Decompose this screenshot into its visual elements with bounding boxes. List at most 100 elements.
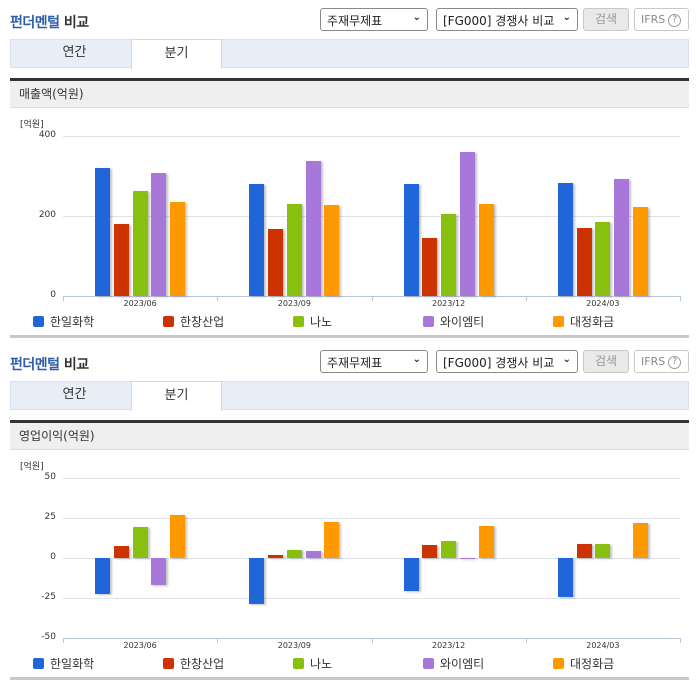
bar-2-4	[478, 525, 494, 558]
legend-item[interactable]: 와이엠티	[423, 313, 484, 330]
group-select[interactable]: [FG000] 경쟁사 비교 ⌄	[436, 8, 578, 31]
statement-select[interactable]: 주재무제표 ⌄	[320, 350, 428, 373]
chevron-down-icon: ⌄	[412, 12, 421, 23]
tab-annual[interactable]: 연간	[62, 45, 87, 60]
statement-select[interactable]: 주재무제표 ⌄	[320, 8, 428, 31]
bar-3-4	[632, 206, 648, 296]
revenue-bar-chart: [억원] 0 200 400 2023/06 2023/09 2023/12 2024/03	[0, 110, 696, 310]
y-tick-label: 0	[50, 290, 56, 300]
legend-label: 한일화학	[50, 657, 95, 671]
tab-annual[interactable]: 연간	[62, 387, 87, 402]
tab-quarterly[interactable]: 분기	[131, 39, 222, 69]
period-tabbar: 연간 분기	[10, 381, 689, 411]
bar-1-2	[286, 549, 302, 558]
x-tick-label: 2024/03	[586, 641, 620, 650]
legend-item[interactable]: 한일화학	[33, 313, 94, 330]
title-rest: 비교	[59, 357, 89, 373]
gridline	[63, 478, 680, 479]
chart-legend: 한일화학 한창산업 나노 와이엠티 대정화금	[0, 313, 696, 329]
help-icon: ?	[668, 355, 682, 369]
chart-header: 매출액(억원)	[10, 81, 689, 108]
period-tabbar: 연간 분기	[10, 39, 689, 69]
legend-item[interactable]: 나노	[293, 655, 332, 672]
gridline	[63, 216, 680, 217]
divider	[10, 335, 689, 338]
bar-0-1	[113, 224, 129, 296]
help-icon: ?	[668, 13, 682, 27]
bar-2-2	[441, 540, 457, 558]
y-tick-label: -25	[41, 592, 56, 602]
bar-3-1	[576, 227, 592, 296]
bar-0-3	[151, 558, 167, 585]
x-tick-mark	[525, 296, 527, 301]
legend-swatch-icon	[33, 316, 44, 327]
legend-swatch-icon	[423, 658, 434, 669]
legend-label: 한창산업	[180, 315, 225, 329]
legend-item[interactable]: 대정화금	[553, 655, 614, 672]
x-tick-mark	[63, 638, 64, 643]
x-tick-label: 2023/12	[432, 299, 466, 308]
legend-label: 와이엠티	[440, 657, 485, 671]
title-accent: 펀더멘털	[10, 357, 60, 373]
bar-0-2	[132, 190, 148, 296]
legend-item[interactable]: 한창산업	[163, 655, 224, 672]
bar-1-0	[249, 558, 265, 604]
y-axis-unit-label: [억원]	[20, 120, 44, 130]
gridline	[63, 598, 680, 599]
bar-0-1	[113, 545, 129, 558]
x-tick-mark	[371, 296, 373, 301]
bar-0-0	[95, 168, 111, 296]
ifrs-help-button[interactable]: IFRS?	[634, 350, 689, 373]
bar-1-3	[305, 551, 321, 558]
x-tick-mark	[217, 638, 219, 643]
bar-2-0	[403, 558, 419, 591]
y-tick-label: 400	[38, 130, 56, 140]
legend-label: 나노	[310, 315, 333, 329]
x-tick-label: 2023/09	[277, 299, 311, 308]
bar-3-0	[557, 182, 573, 296]
legend-label: 한창산업	[180, 657, 225, 671]
bar-2-1	[422, 545, 438, 558]
group-select[interactable]: [FG000] 경쟁사 비교 ⌄	[436, 350, 578, 373]
legend-item[interactable]: 나노	[293, 313, 332, 330]
y-tick-label: 25	[44, 512, 56, 522]
x-tick-mark	[525, 638, 527, 643]
ifrs-label: IFRS	[641, 355, 666, 368]
legend-label: 나노	[310, 657, 333, 671]
title-accent: 펀더멘털	[10, 15, 60, 31]
legend-swatch-icon	[163, 658, 174, 669]
y-tick-label: 50	[44, 472, 56, 482]
ifrs-help-button[interactable]: IFRS?	[634, 8, 689, 31]
legend-label: 한일화학	[50, 315, 95, 329]
tab-quarterly[interactable]: 분기	[131, 381, 222, 411]
bar-0-2	[132, 527, 148, 558]
bar-2-2	[441, 214, 457, 296]
gridline	[63, 518, 680, 519]
legend-item[interactable]: 와이엠티	[423, 655, 484, 672]
bar-2-0	[403, 183, 419, 296]
search-button[interactable]: 검색	[583, 8, 629, 31]
bar-2-3	[459, 558, 475, 560]
fundamental-compare-section-operating-profit: 펀더멘털 비교 주재무제표 ⌄ [FG000] 경쟁사 비교 ⌄ 검색 IFRS? …	[0, 342, 696, 684]
legend-swatch-icon	[293, 658, 304, 669]
legend-label: 대정화금	[570, 657, 615, 671]
bar-1-1	[268, 554, 284, 558]
legend-swatch-icon	[553, 316, 564, 327]
search-button[interactable]: 검색	[583, 350, 629, 373]
x-tick-label: 2023/06	[123, 641, 157, 650]
legend-swatch-icon	[293, 316, 304, 327]
x-tick-mark	[371, 638, 373, 643]
chevron-down-icon: ⌄	[412, 354, 421, 365]
bar-0-0	[95, 558, 111, 594]
x-tick-label: 2023/12	[432, 641, 466, 650]
bar-1-4	[324, 522, 340, 558]
legend-swatch-icon	[423, 316, 434, 327]
legend-item[interactable]: 한일화학	[33, 655, 94, 672]
divider	[10, 420, 689, 423]
legend-swatch-icon	[163, 316, 174, 327]
legend-swatch-icon	[553, 658, 564, 669]
chevron-down-icon: ⌄	[562, 354, 571, 365]
legend-item[interactable]: 한창산업	[163, 313, 224, 330]
legend-label: 대정화금	[570, 315, 615, 329]
legend-item[interactable]: 대정화금	[553, 313, 614, 330]
